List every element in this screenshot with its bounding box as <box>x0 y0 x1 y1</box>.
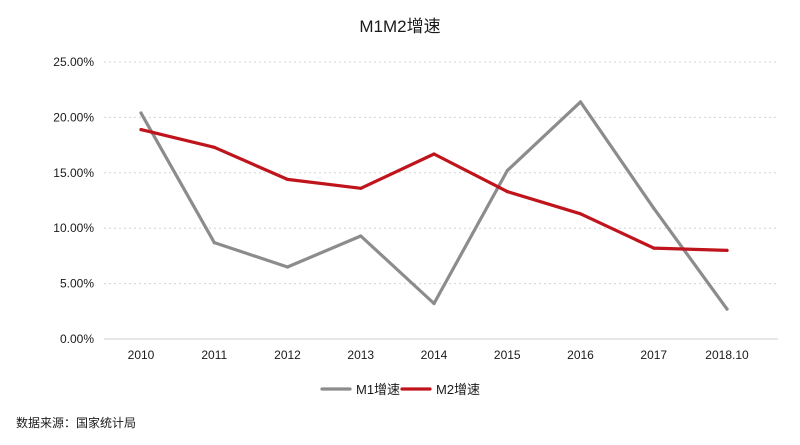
data-point <box>139 127 143 132</box>
chart-title: M1M2增速 <box>359 17 440 36</box>
series-line-1 <box>139 100 729 311</box>
data-point <box>285 177 290 182</box>
x-tick-label: 2011 <box>201 348 227 362</box>
y-tick-label: 20.00% <box>53 110 94 124</box>
y-axis-ticks: 0.00% 5.00% 10.00% 15.00% 20.00% 25.00% <box>53 55 94 346</box>
x-tick-label: 2017 <box>640 348 667 362</box>
y-tick-label: 5.00% <box>60 277 94 291</box>
source-note: 数据来源：国家统计局 <box>16 415 136 430</box>
x-tick-label: 2012 <box>274 348 301 362</box>
x-axis-ticks: 2010 2011 2012 2013 2014 2015 2016 2017 2018.10 <box>128 348 749 362</box>
y-tick-label: 0.00% <box>60 332 94 346</box>
y-tick-label: 25.00% <box>53 55 94 69</box>
data-point <box>505 168 509 173</box>
data-point <box>725 248 729 252</box>
data-point <box>505 190 509 194</box>
data-point <box>652 246 656 250</box>
series-lines <box>139 100 729 311</box>
data-point <box>212 145 216 149</box>
x-tick-label: 2010 <box>128 348 155 362</box>
legend: M1增速 M2增速 <box>320 382 480 397</box>
data-point <box>578 212 583 216</box>
series-line-2 <box>139 128 729 252</box>
data-point <box>359 234 363 238</box>
data-point <box>652 206 656 210</box>
data-point <box>725 307 729 311</box>
x-tick-label: 2018.10 <box>705 348 749 362</box>
data-point <box>578 100 583 104</box>
data-point <box>432 301 436 306</box>
x-tick-label: 2016 <box>567 348 594 362</box>
legend-label: M2增速 <box>436 382 480 397</box>
y-tick-label: 15.00% <box>53 166 94 180</box>
data-point <box>432 152 436 156</box>
x-tick-label: 2014 <box>421 348 448 362</box>
grid-lines <box>104 61 778 340</box>
x-tick-label: 2015 <box>494 348 521 362</box>
data-point <box>359 186 363 190</box>
data-point <box>212 241 216 245</box>
y-tick-label: 10.00% <box>53 221 94 235</box>
x-tick-label: 2013 <box>347 348 374 362</box>
data-point <box>139 111 143 115</box>
data-point <box>285 265 290 269</box>
legend-label: M1增速 <box>356 382 400 397</box>
